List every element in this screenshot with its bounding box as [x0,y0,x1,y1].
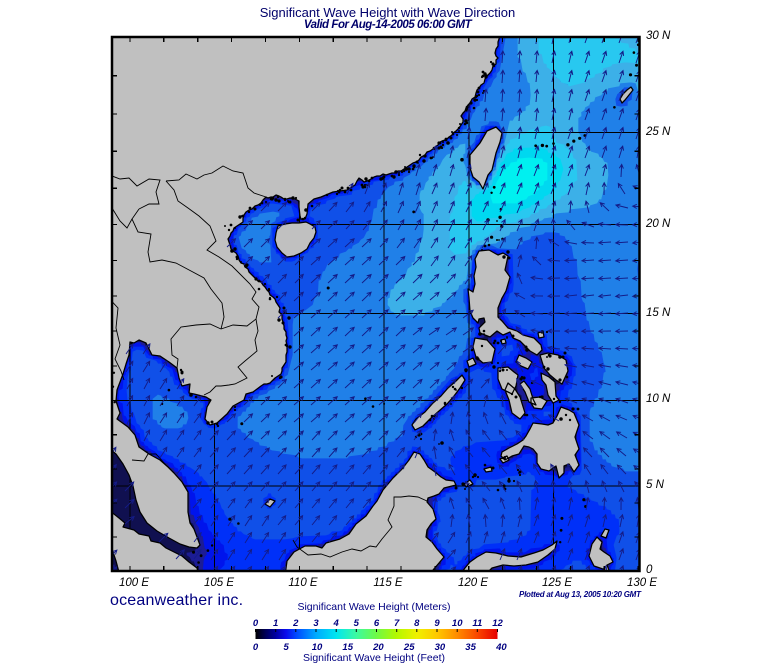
svg-text:10: 10 [452,618,463,629]
svg-text:3: 3 [313,618,319,629]
svg-text:10: 10 [312,642,323,653]
svg-text:5: 5 [284,642,290,653]
svg-text:11: 11 [472,618,482,629]
svg-text:4: 4 [333,618,340,629]
svg-text:2: 2 [292,618,299,629]
svg-text:5: 5 [354,618,360,629]
svg-text:20: 20 [372,642,384,653]
svg-text:0: 0 [253,618,259,629]
svg-text:8: 8 [414,618,420,629]
svg-text:35: 35 [465,642,476,653]
svg-text:7: 7 [394,618,400,629]
svg-text:6: 6 [374,618,380,629]
svg-text:30: 30 [435,642,446,653]
svg-text:15: 15 [342,642,353,653]
svg-text:9: 9 [434,618,440,629]
svg-text:25: 25 [403,642,415,653]
svg-text:12: 12 [492,618,503,629]
svg-text:1: 1 [273,618,278,629]
svg-text:40: 40 [495,642,507,653]
svg-text:0: 0 [253,642,259,653]
